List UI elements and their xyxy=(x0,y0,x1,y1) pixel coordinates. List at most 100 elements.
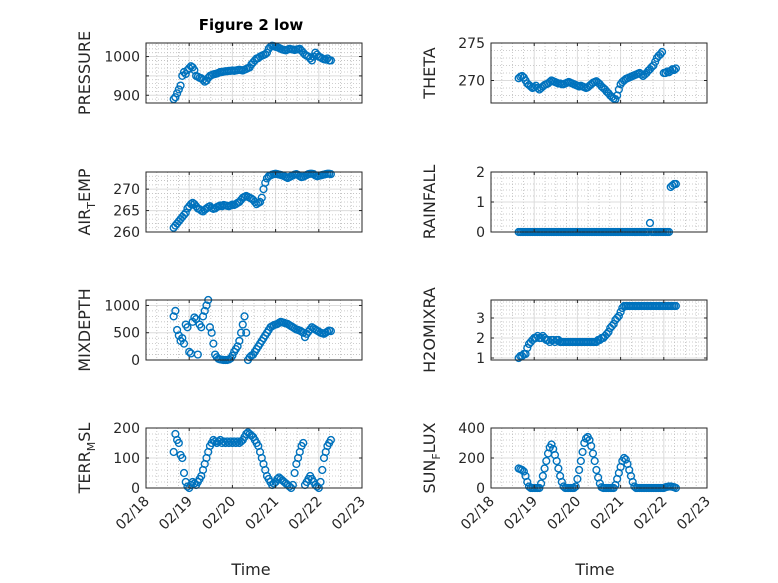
chart-5-data-point xyxy=(202,301,211,310)
chart-7-data-point xyxy=(326,435,335,445)
figure-title: Figure 2 low xyxy=(199,16,304,34)
chart-7-y-label-rest: SL xyxy=(75,423,94,442)
chart-3-data-point xyxy=(326,170,335,179)
chart-8-data-point xyxy=(588,449,598,458)
chart-8-xtick-label: 02/21 xyxy=(588,494,628,534)
chart-8-xtick-label: 02/23 xyxy=(674,494,714,534)
chart-8-data-point xyxy=(537,479,546,488)
chart-7-data-point xyxy=(290,468,299,478)
chart-5-data-point xyxy=(209,339,218,348)
chart-8-xtick-label: 02/18 xyxy=(458,494,498,534)
chart-7-y-label-subscript: M xyxy=(85,442,98,452)
chart-1-data-point xyxy=(181,69,190,79)
chart-5-data-point xyxy=(242,328,251,337)
chart-5-data-point xyxy=(238,320,247,329)
chart-1-markers xyxy=(169,41,335,104)
chart-8-panel: 0 200 400 02/18 02/19 02/20 02/21 02/22 02/23 SUN… xyxy=(420,421,714,533)
chart-7-data-point xyxy=(273,474,282,484)
chart-2-data-point xyxy=(656,50,665,59)
chart-7-xtick-label: 02/19 xyxy=(156,494,196,534)
chart-6-data-point xyxy=(613,313,622,323)
chart-6-ytick-label: 3 xyxy=(476,311,485,327)
chart-8-data-point xyxy=(619,453,629,463)
chart-5-data-point xyxy=(198,312,208,321)
chart-8-xtick-label: 02/19 xyxy=(501,494,541,534)
chart-7-xtick-label: 02/22 xyxy=(286,494,326,534)
chart-2-data-point xyxy=(671,64,680,73)
chart-6-data-point xyxy=(671,301,680,311)
chart-7-ytick-label: 0 xyxy=(131,481,140,497)
chart-4-ytick-label: 0 xyxy=(476,225,485,241)
chart-6-data-point xyxy=(616,307,625,317)
chart-1-grid xyxy=(145,43,363,104)
chart-5-data-point xyxy=(240,312,249,321)
chart-6-markers xyxy=(514,301,680,363)
chart-1-panel: 900 1000 PRESSURE xyxy=(75,31,363,115)
chart-2-data-point xyxy=(533,83,542,93)
chart-7-data-point xyxy=(316,477,325,487)
chart-8-data-point xyxy=(540,464,549,473)
chart-5-data-point xyxy=(236,328,246,337)
chart-2-panel: 270 275 THETA xyxy=(420,36,708,104)
chart-8-data-point xyxy=(538,471,547,481)
chart-8-data-point xyxy=(575,465,584,475)
chart-7-markers xyxy=(169,428,335,493)
chart-4-ytick-label: 1 xyxy=(476,195,485,211)
chart-8-data-point xyxy=(552,456,561,466)
chart-1-data-point xyxy=(185,64,194,73)
chart-6-data-point xyxy=(614,311,623,321)
chart-6-data-point xyxy=(523,343,532,353)
chart-5-panel: 0 500 1000 MIXDEPTH xyxy=(75,288,363,372)
chart-8-data-point xyxy=(557,477,566,487)
chart-5-data-point xyxy=(326,326,335,336)
chart-5-y-axis-label: MIXDEPTH xyxy=(75,288,94,371)
chart-1-ytick-label: 900 xyxy=(113,88,140,104)
chart-7-ytick-label: 200 xyxy=(113,421,140,437)
chart-6-ytick-label: 1 xyxy=(476,351,485,367)
chart-8-y-label-main: SUN xyxy=(420,460,439,494)
chart-4-data-point xyxy=(645,218,655,228)
chart-8-data-point xyxy=(592,465,601,475)
chart-6-panel: 1 2 3 H2OMIXRA xyxy=(420,287,708,373)
chart-5-ytick-label: 1000 xyxy=(104,298,140,314)
chart-5-markers xyxy=(169,295,335,365)
chart-2-data-point xyxy=(670,65,679,75)
chart-8-data-point xyxy=(587,441,596,451)
chart-7-data-point xyxy=(318,465,327,475)
chart-5-data-point xyxy=(197,323,206,332)
chart-8-data-point xyxy=(519,467,528,476)
chart-6-ytick-label: 2 xyxy=(476,331,485,347)
chart-8-xtick-label: 02/20 xyxy=(544,494,584,534)
chart-7-data-point xyxy=(233,437,242,446)
chart-3-data-point xyxy=(179,210,189,219)
chart-3-data-point xyxy=(261,178,270,187)
chart-5-data-point xyxy=(183,323,192,332)
chart-5-data-point xyxy=(205,323,215,332)
chart-1-ytick-label: 1000 xyxy=(104,50,140,66)
chart-6-data-point xyxy=(602,329,611,339)
chart-4-panel: 0 1 2 RAINFALL xyxy=(420,165,708,241)
chart-5-data-point xyxy=(235,336,244,346)
chart-1-data-point xyxy=(321,55,330,64)
chart-2-data-point xyxy=(614,85,623,94)
chart-6-data-point xyxy=(604,327,613,337)
chart-7-data-point xyxy=(242,429,251,439)
chart-8-ytick-label: 0 xyxy=(476,481,485,497)
chart-5-data-point xyxy=(179,339,189,348)
chart-5-ytick-label: 0 xyxy=(131,353,140,369)
chart-8-y-label-subscript: F xyxy=(430,453,443,459)
chart-1-data-point xyxy=(326,56,335,65)
chart-3-ytick-label: 265 xyxy=(113,204,140,220)
chart-2-data-point xyxy=(651,57,660,66)
chart-7-panel: 0 100 200 02/18 02/19 02/20 02/21 02/22 02/23 TER… xyxy=(75,421,369,533)
chart-2-ytick-label: 275 xyxy=(458,36,485,52)
chart-5-data-point xyxy=(233,342,242,351)
chart-3-y-label-main: AIR xyxy=(75,209,94,236)
chart-1-data-point xyxy=(174,85,183,94)
chart-2-ytick-label: 270 xyxy=(458,74,485,90)
chart-3-data-point xyxy=(250,197,259,207)
chart-3-ytick-label: 260 xyxy=(113,225,140,241)
x-axis-label-right: Time xyxy=(574,560,614,579)
chart-2-data-point xyxy=(637,70,646,79)
